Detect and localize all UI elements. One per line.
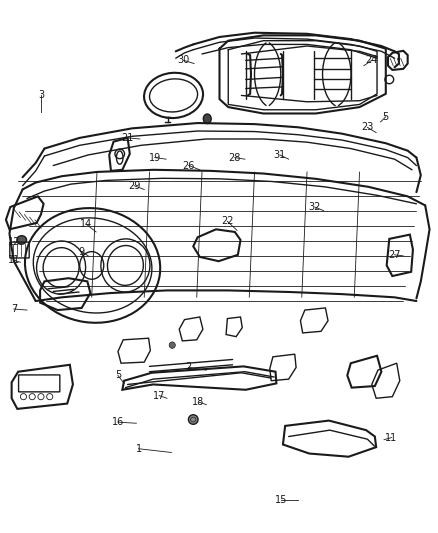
Text: 5: 5 (382, 112, 388, 122)
Text: 14: 14 (80, 219, 92, 229)
Ellipse shape (169, 342, 175, 349)
Text: 15: 15 (274, 495, 286, 505)
Text: 23: 23 (360, 122, 373, 132)
Text: 18: 18 (192, 397, 204, 407)
Text: 30: 30 (177, 55, 189, 66)
Text: 27: 27 (387, 250, 400, 260)
Text: 21: 21 (121, 133, 134, 143)
Text: 11: 11 (385, 433, 397, 442)
Text: 31: 31 (273, 150, 286, 160)
Text: 16: 16 (112, 417, 124, 427)
Text: 7: 7 (11, 304, 17, 314)
Ellipse shape (188, 415, 198, 424)
Text: 19: 19 (148, 152, 160, 163)
Text: 12: 12 (7, 237, 20, 247)
Text: 24: 24 (365, 55, 377, 66)
Text: 29: 29 (128, 181, 140, 191)
Text: 22: 22 (221, 216, 233, 227)
Text: 26: 26 (182, 160, 194, 171)
Ellipse shape (203, 114, 211, 124)
Text: 9: 9 (78, 247, 85, 256)
Text: 2: 2 (185, 362, 191, 373)
Text: 11: 11 (8, 255, 20, 265)
Text: 28: 28 (228, 152, 240, 163)
Text: 3: 3 (38, 91, 44, 100)
Text: 17: 17 (152, 391, 165, 401)
Text: 32: 32 (308, 202, 320, 212)
Text: 5: 5 (115, 370, 121, 381)
Ellipse shape (17, 236, 26, 244)
Text: 1: 1 (135, 444, 141, 454)
